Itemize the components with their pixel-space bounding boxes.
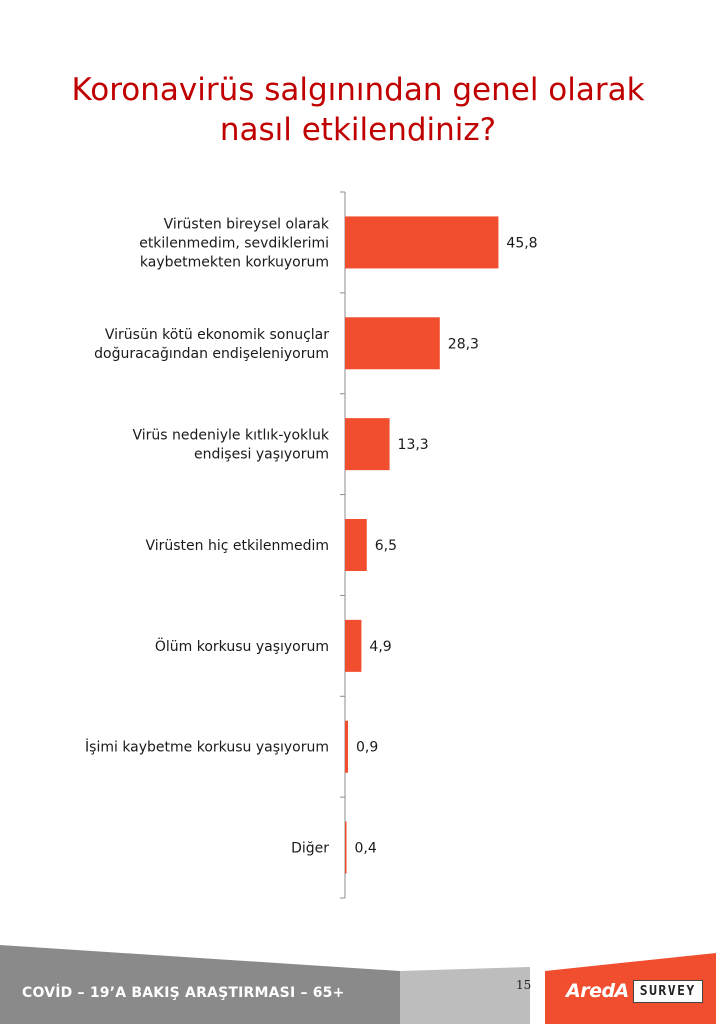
data-label: 45,8 bbox=[506, 235, 537, 251]
category-label-line: Virüs nedeniyle kıtlık-yokluk bbox=[132, 428, 329, 444]
data-label: 4,9 bbox=[369, 639, 391, 655]
category-label-line: Ölüm korkusu yaşıyorum bbox=[155, 637, 329, 655]
areda-survey-logo: AredA SURVEY bbox=[566, 978, 703, 1004]
category-label: Virüsten hiç etkilenmedim bbox=[145, 538, 329, 554]
category-label-line: doğuracağından endişeleniyorum bbox=[94, 346, 329, 362]
data-label: 0,9 bbox=[356, 740, 378, 756]
bar bbox=[345, 519, 367, 571]
bar bbox=[345, 720, 349, 773]
footer-gap bbox=[530, 967, 545, 1024]
bar bbox=[345, 821, 347, 874]
chart-title-line-2: nasıl etkilendiniz? bbox=[219, 112, 497, 148]
category-label-line: endişesi yaşıyorum bbox=[194, 447, 329, 463]
category-label-line: kaybetmekten korkuyorum bbox=[140, 254, 329, 270]
logo-survey: SURVEY bbox=[632, 979, 703, 1003]
footer-gray-band bbox=[0, 945, 400, 1024]
data-label: 6,5 bbox=[375, 538, 397, 554]
survey-title: COVİD – 19’A BAKIŞ ARAŞTIRMASI – 65+ bbox=[22, 985, 345, 1001]
category-label: Virüs nedeniyle kıtlık-yokluk endişesi ya… bbox=[132, 428, 329, 463]
footer-band bbox=[0, 945, 716, 1024]
bar bbox=[345, 619, 362, 672]
category-label-line: Virüsün kötü ekonomik sonuçlar bbox=[105, 327, 329, 343]
category-label: Diğer bbox=[291, 841, 329, 857]
bar bbox=[345, 317, 440, 370]
logo-brand: AredA bbox=[566, 980, 629, 1002]
data-label: 13,3 bbox=[398, 437, 429, 453]
page-number: 15 bbox=[516, 978, 532, 992]
category-label-line: Virüsten bireysel olarak bbox=[164, 216, 330, 232]
chart-title-line-1: Koronavirüs salgınından genel olarak bbox=[71, 72, 645, 108]
footer-light-band bbox=[400, 967, 530, 1024]
data-label: 0,4 bbox=[355, 841, 377, 857]
category-label-line: İşimi kaybetme korkusu yaşıyorum bbox=[85, 738, 329, 756]
category-label: Virüsün kötü ekonomik sonuçlar doğuracağı… bbox=[94, 327, 329, 362]
bar-chart: 45,8 Virüsten bireysel olarak etkilenmedim… bbox=[85, 191, 538, 899]
data-label: 28,3 bbox=[448, 336, 479, 352]
category-label: İşimi kaybetme korkusu yaşıyorum bbox=[85, 738, 329, 756]
bar bbox=[345, 418, 390, 471]
category-label: Ölüm korkusu yaşıyorum bbox=[155, 637, 329, 655]
footer-orange-band bbox=[545, 953, 716, 1024]
category-label: Virüsten bireysel olarak etkilenmedim, se… bbox=[139, 216, 330, 270]
category-label-line: Diğer bbox=[291, 841, 329, 857]
category-label-line: etkilenmedim, sevdiklerimi bbox=[139, 235, 329, 251]
bar bbox=[345, 216, 499, 269]
category-label-line: Virüsten hiç etkilenmedim bbox=[145, 538, 329, 554]
chart-title: Koronavirüs salgınından genel olarak nas… bbox=[0, 70, 716, 150]
